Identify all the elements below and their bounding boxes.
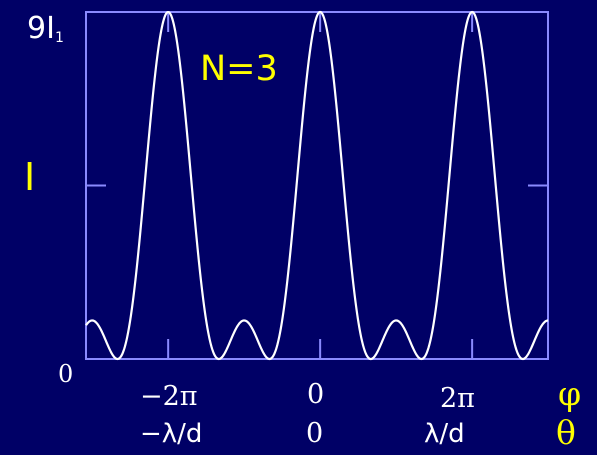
intensity-curve (85, 10, 549, 361)
ytick-top-label: 9I1 (27, 11, 64, 46)
annotation-n3: N=3 (200, 49, 278, 89)
ytick-bottom-label: 0 (58, 360, 74, 388)
axis-symbol-phi: φ (558, 374, 582, 413)
xtick-phi-zero: 0 (307, 379, 325, 410)
tick-marks (86, 12, 548, 359)
xtick-theta-neg: −λ/d (140, 419, 203, 449)
axis-symbol-theta: θ (556, 413, 576, 452)
xtick-theta-pos: λ/d (424, 419, 465, 449)
xtick-phi-2pi: 2π (440, 383, 475, 414)
ylabel: I (24, 155, 36, 199)
xtick-theta-zero: 0 (306, 418, 324, 449)
xtick-phi-neg2pi: −2π (140, 381, 198, 412)
